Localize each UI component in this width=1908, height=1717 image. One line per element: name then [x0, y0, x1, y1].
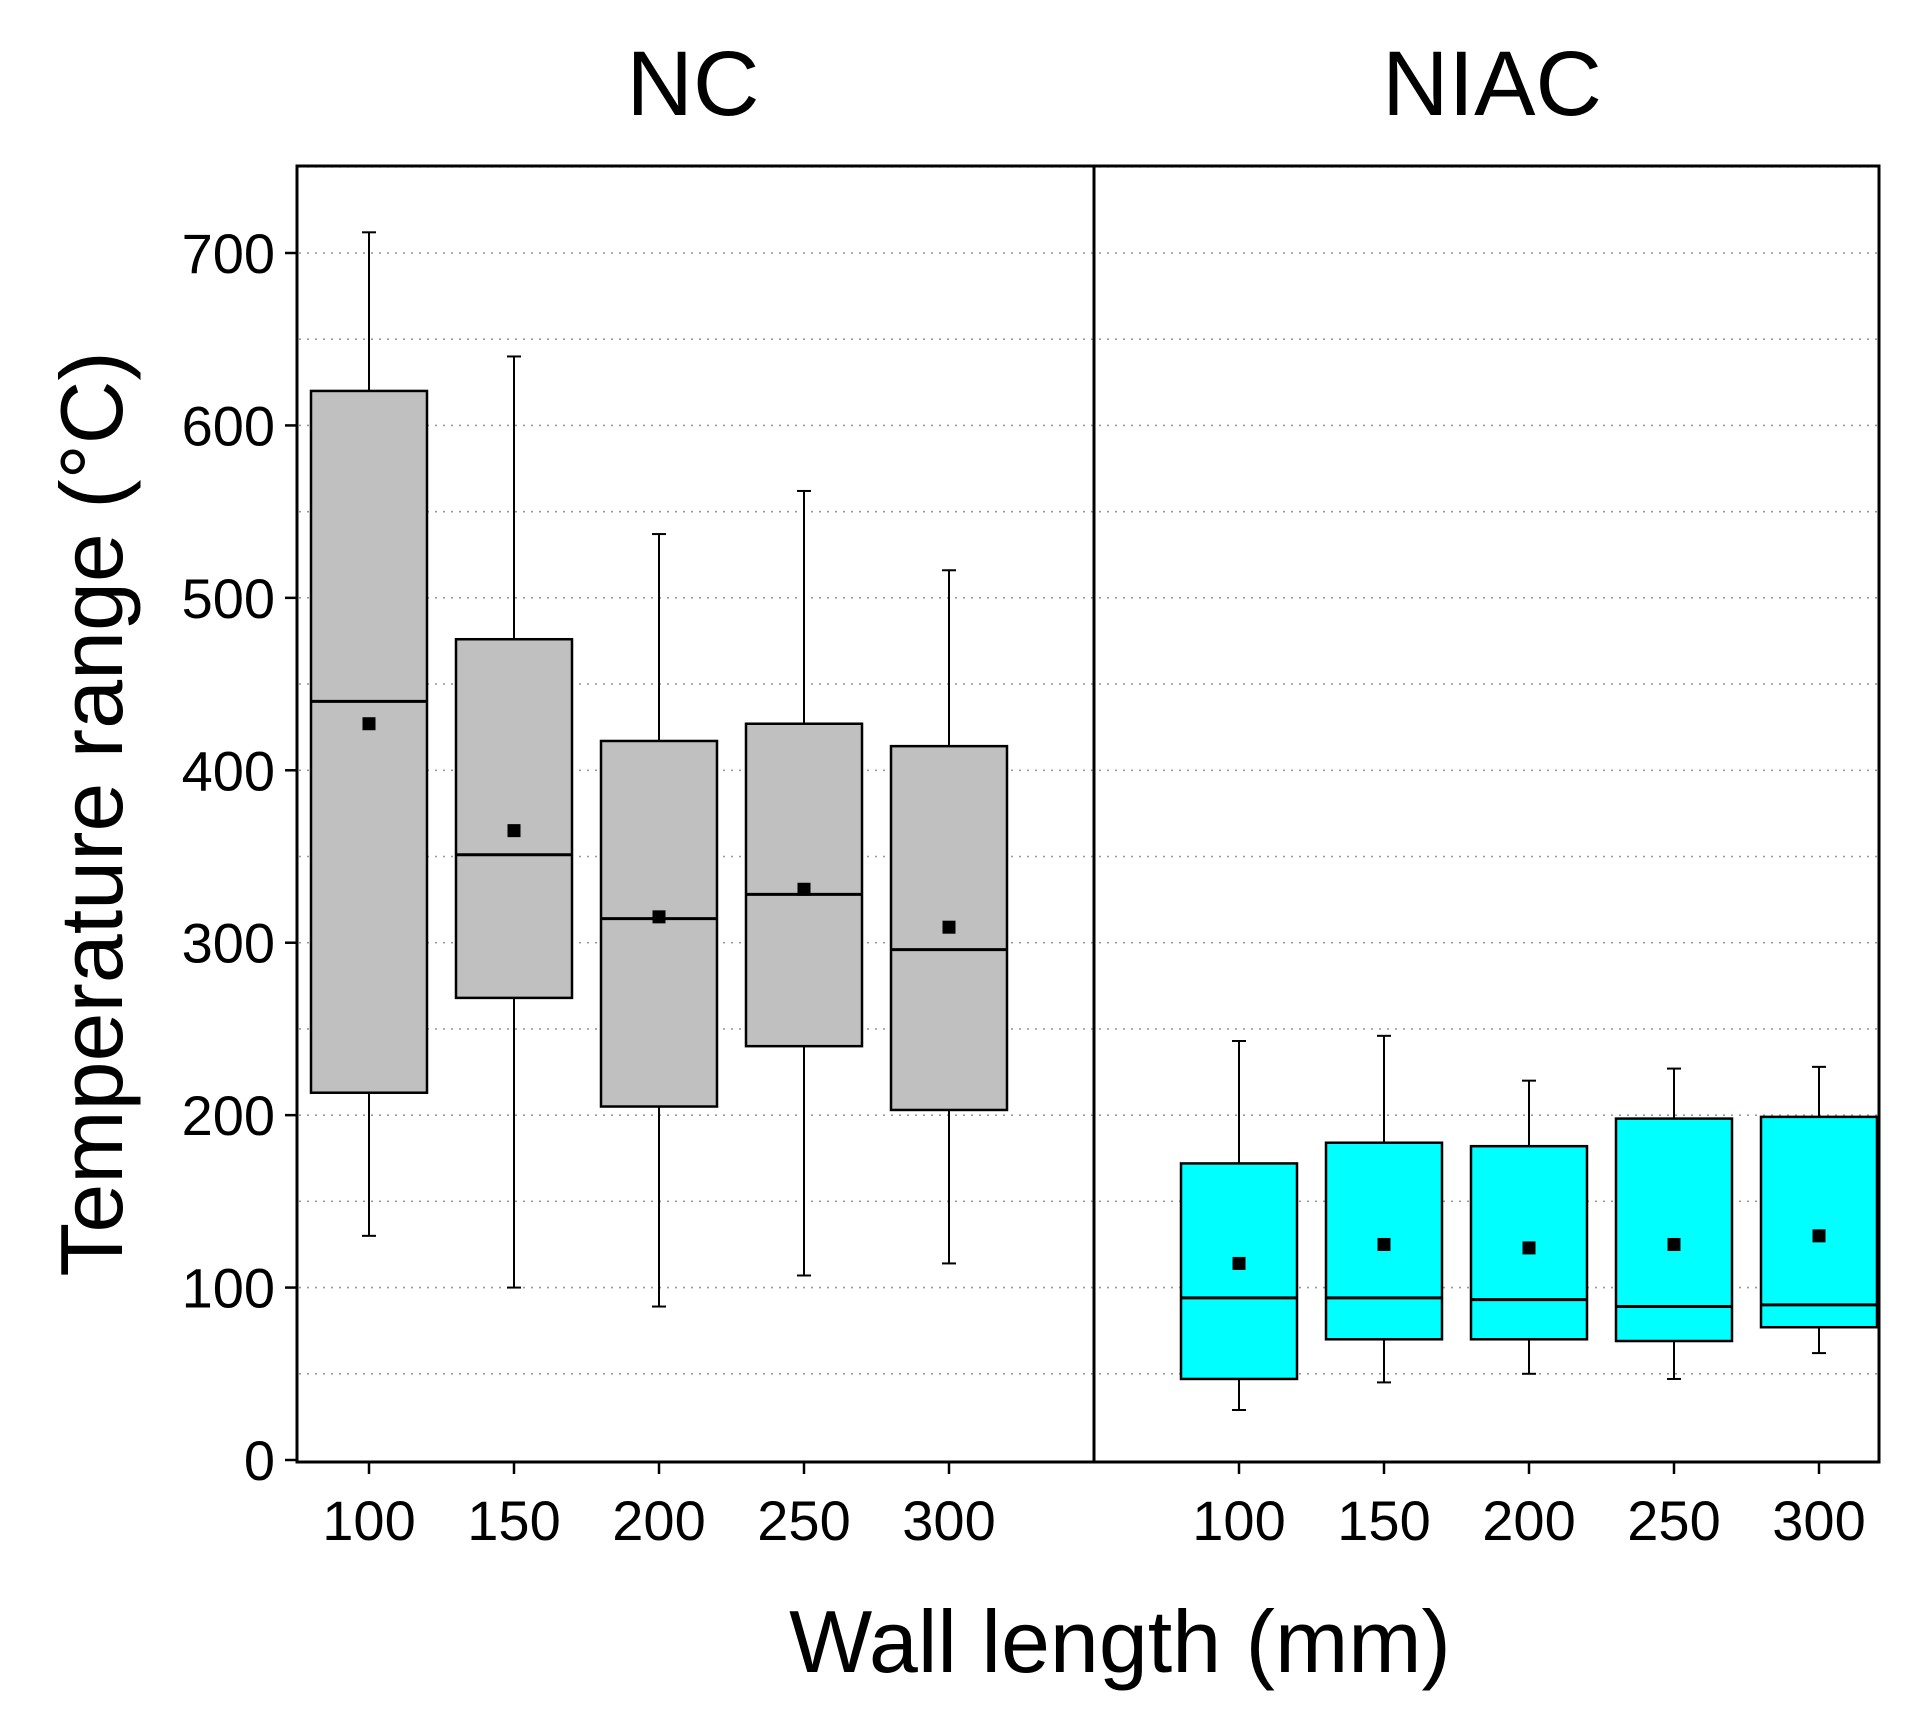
box — [454, 637, 574, 1000]
box-group — [1614, 1067, 1734, 1380]
mean-marker — [1812, 1229, 1826, 1243]
y-tick-label: 600 — [182, 394, 275, 457]
x-tick-label: 200 — [612, 1489, 705, 1552]
panel-title-niac: NIAC — [1382, 33, 1602, 135]
mean-marker — [1377, 1237, 1391, 1251]
x-tick-label: 250 — [757, 1489, 850, 1552]
mean-marker — [1522, 1241, 1536, 1255]
mean-marker — [507, 824, 521, 838]
plot-frame — [295, 164, 1881, 1464]
box — [599, 739, 719, 1108]
box — [1179, 1162, 1299, 1381]
box-group — [309, 231, 429, 1237]
x-tick-label: 100 — [1192, 1489, 1285, 1552]
y-tick-label: 500 — [182, 567, 275, 630]
mean-marker — [797, 882, 811, 896]
y-tick-label: 100 — [182, 1257, 275, 1320]
x-tick-label: 250 — [1627, 1489, 1720, 1552]
y-axis-title: Temperature range (°C) — [42, 351, 141, 1276]
mean-marker — [652, 910, 666, 924]
x-axis-ticks: 100 150 200 250 300 100 150 200 250 300 — [322, 1462, 1866, 1552]
box-group — [889, 569, 1009, 1265]
x-tick-label: 150 — [1337, 1489, 1430, 1552]
box — [744, 722, 864, 1048]
boxplots — [309, 231, 1879, 1411]
mean-marker — [1667, 1237, 1681, 1251]
y-tick-label: 300 — [182, 912, 275, 975]
panel-title-nc: NC — [627, 33, 760, 135]
y-axis-ticks: 0 100 200 300 400 500 600 700 — [182, 222, 297, 1492]
box — [1759, 1115, 1879, 1329]
y-tick-label: 200 — [182, 1084, 275, 1147]
x-tick-label: 300 — [1772, 1489, 1865, 1552]
y-tick-label: 400 — [182, 739, 275, 802]
x-tick-label: 200 — [1482, 1489, 1575, 1552]
mean-marker — [1232, 1256, 1246, 1270]
mean-marker — [942, 920, 956, 934]
box-group — [1179, 1039, 1299, 1411]
box-group — [1324, 1034, 1444, 1384]
x-tick-label: 300 — [902, 1489, 995, 1552]
box-group — [454, 355, 574, 1289]
x-axis-title: Wall length (mm) — [789, 1592, 1451, 1691]
box-group — [1469, 1079, 1589, 1375]
box — [1614, 1117, 1734, 1343]
y-tick-label: 0 — [244, 1429, 275, 1492]
box-group — [744, 489, 864, 1277]
box — [309, 389, 429, 1094]
box-group — [599, 533, 719, 1308]
y-tick-label: 700 — [182, 222, 275, 285]
x-tick-label: 150 — [467, 1489, 560, 1552]
mean-marker — [362, 717, 376, 731]
box-group — [1759, 1065, 1879, 1355]
x-tick-label: 100 — [322, 1489, 415, 1552]
